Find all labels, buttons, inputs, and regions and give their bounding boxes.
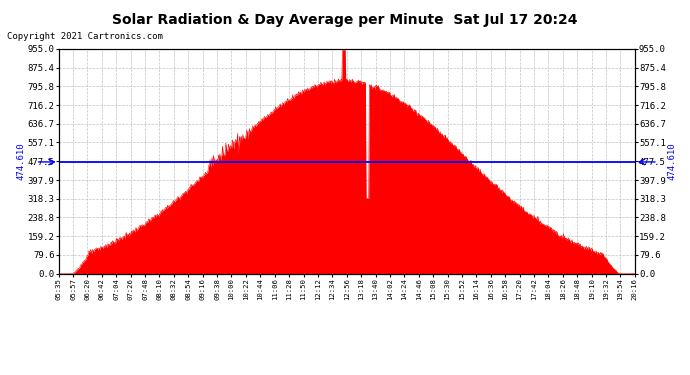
Text: Solar Radiation & Day Average per Minute  Sat Jul 17 20:24: Solar Radiation & Day Average per Minute… — [112, 13, 578, 27]
Text: 474.610: 474.610 — [668, 142, 677, 180]
Text: 474.610: 474.610 — [17, 142, 26, 180]
Text: Copyright 2021 Cartronics.com: Copyright 2021 Cartronics.com — [7, 32, 163, 41]
